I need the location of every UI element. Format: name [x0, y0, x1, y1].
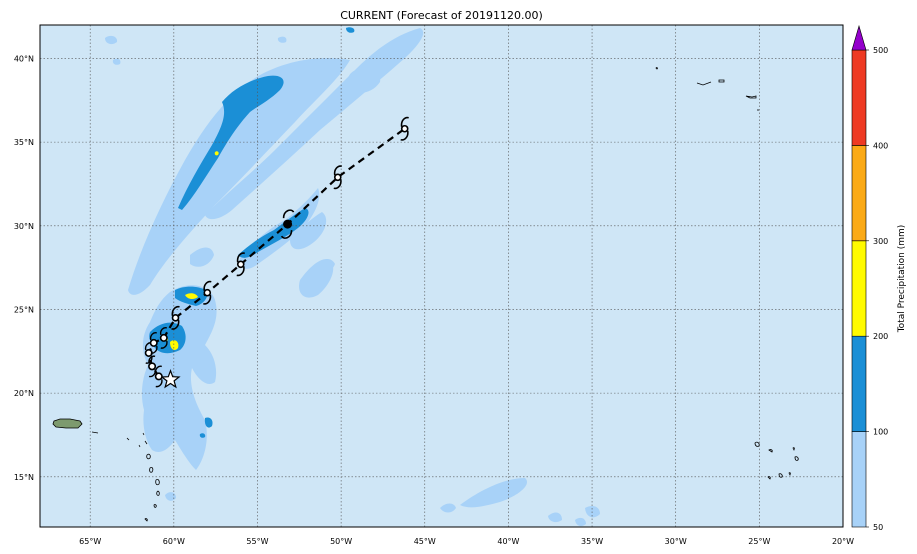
track-point-storm-symbol [236, 252, 245, 277]
lat-tick-label: 35°N [14, 138, 34, 147]
lon-tick-label: 45°W [414, 537, 436, 546]
lon-tick-label: 35°W [581, 537, 603, 546]
colorbar-tick-label: 200 [873, 332, 888, 341]
track-point-storm-symbol [333, 165, 342, 190]
colorbar-segment [851, 431, 867, 528]
colorbar-extension-triangle [851, 24, 867, 51]
track-line [147, 127, 406, 381]
lon-tick-label: 25°W [748, 537, 770, 546]
lat-tick-label: 15°N [14, 473, 34, 482]
track-point [159, 327, 168, 349]
colorbar-segment [851, 145, 867, 242]
lat-tick-label: 30°N [14, 222, 34, 231]
ocean-background [40, 25, 843, 527]
colorbar-tick-label: 500 [873, 46, 888, 55]
track-point [148, 355, 157, 378]
lon-tick-label: 30°W [665, 537, 687, 546]
colorbar-segment [851, 240, 867, 337]
map-frame [39, 24, 844, 528]
lon-tick-label: 60°W [163, 537, 185, 546]
colorbar: 50 100 200 300 400 500 Total Precipitation (mm… [851, 24, 907, 532]
colorbar-tick-label: 300 [873, 237, 888, 246]
map-title: CURRENT (Forecast of 20191120.00) [340, 9, 543, 22]
lat-tick-label: 25°N [14, 305, 34, 314]
track-point-storm-symbol [203, 280, 212, 305]
longitude-tick-labels: 65°W 60°W 55°W 50°W 45°W 40°W 35°W 30°W 25°W 20°W [79, 537, 854, 546]
colorbar-tick-label: 100 [873, 428, 888, 437]
track-point [149, 332, 158, 354]
latitude-tick-labels: 40°N 35°N 30°N 25°N 20°N 15°N [14, 54, 34, 481]
lon-tick-label: 20°W [832, 537, 854, 546]
lat-tick-label: 20°N [14, 389, 34, 398]
lon-tick-label: 55°W [246, 537, 268, 546]
puerto-rico-island [52, 418, 83, 429]
track-point-current [280, 209, 295, 239]
lon-tick-label: 50°W [330, 537, 352, 546]
lon-tick-label: 40°W [497, 537, 519, 546]
colorbar-tick-label: 50 [873, 523, 883, 532]
track-start-star [160, 368, 181, 389]
colorbar-segment [851, 335, 867, 432]
colorbar-tick-label: 400 [873, 141, 888, 150]
precip-200-300-field [160, 151, 219, 350]
colorbar-title: Total Precipitation (mm) [897, 225, 907, 334]
track-point-storm-symbol [400, 116, 409, 141]
storm-track [144, 116, 409, 389]
land-outlines [52, 67, 799, 522]
lon-tick-label: 65°W [79, 537, 101, 546]
colorbar-segment [851, 49, 867, 146]
track-point-storm-symbol [171, 305, 180, 330]
lat-tick-label: 40°N [14, 54, 34, 63]
